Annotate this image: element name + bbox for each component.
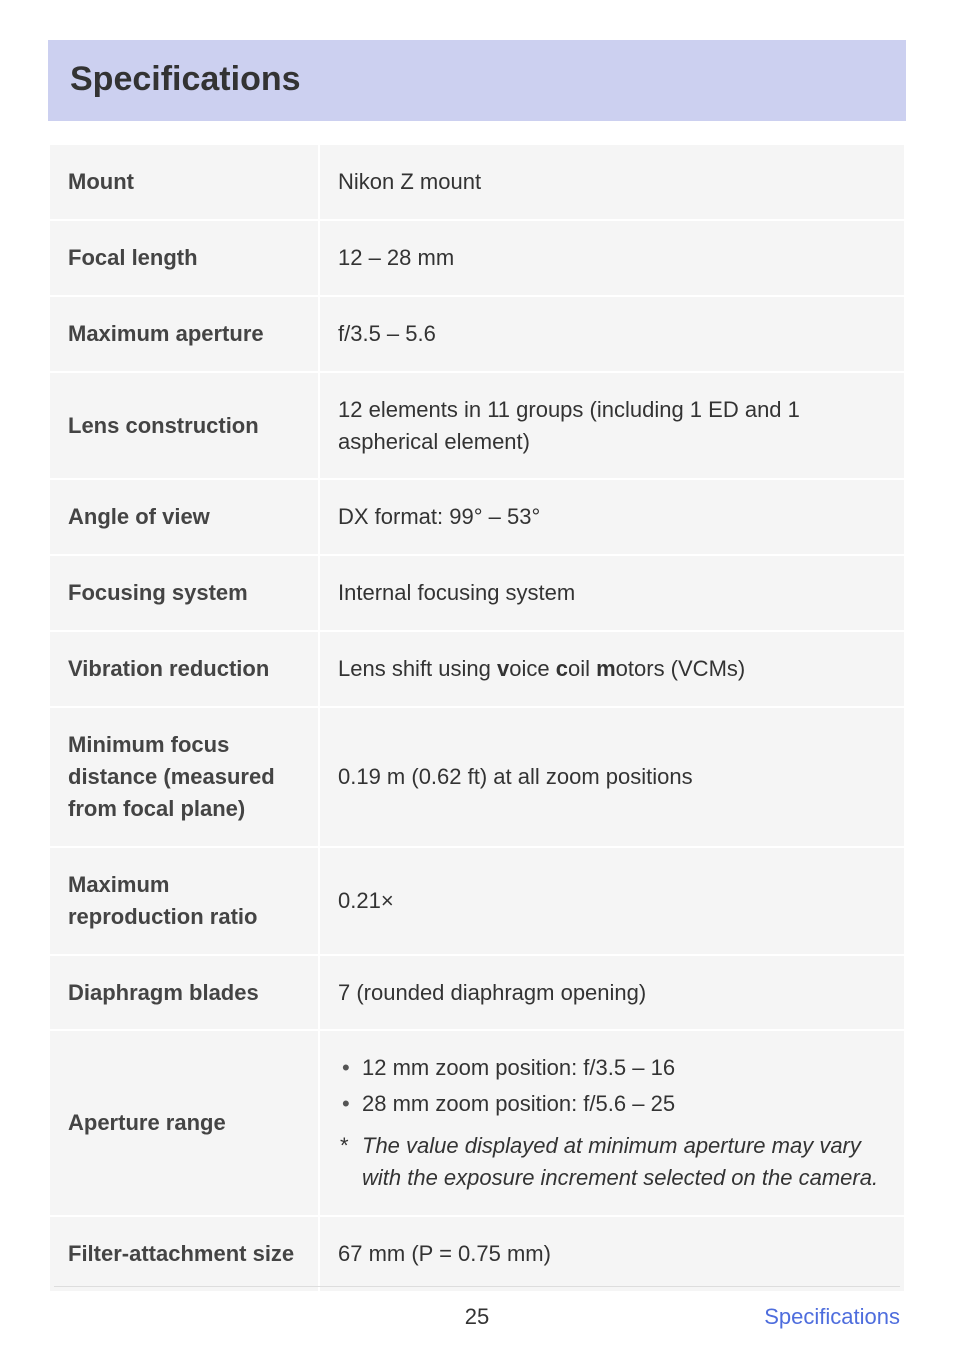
spec-label: Maximum reproduction ratio	[50, 848, 318, 954]
asterisk-icon: *	[340, 1130, 349, 1162]
spec-label: Filter-attachment size	[50, 1217, 318, 1291]
footer-rule	[54, 1286, 900, 1287]
text-run: oil	[568, 656, 596, 681]
spec-value: 0.19 m (0.62 ft) at all zoom positions	[320, 708, 904, 846]
spec-value: 12 elements in 11 groups (including 1 ED…	[320, 373, 904, 479]
table-row: Vibration reduction Lens shift using voi…	[50, 632, 904, 706]
list-item: 28 mm zoom position: f/5.6 – 25	[338, 1088, 886, 1120]
spec-label: Vibration reduction	[50, 632, 318, 706]
text-run: otors (VCMs)	[616, 656, 746, 681]
table-row: Aperture range 12 mm zoom position: f/3.…	[50, 1031, 904, 1215]
spec-label: Lens construction	[50, 373, 318, 479]
spec-value: 7 (rounded diaphragm opening)	[320, 956, 904, 1030]
spec-value: 12 mm zoom position: f/3.5 – 16 28 mm zo…	[320, 1031, 904, 1215]
spec-value: 0.21×	[320, 848, 904, 954]
text-run: Lens shift using	[338, 656, 497, 681]
table-row: Filter-attachment size 67 mm (P = 0.75 m…	[50, 1217, 904, 1291]
spec-label: Focusing system	[50, 556, 318, 630]
table-row: Maximum reproduction ratio 0.21×	[50, 848, 904, 954]
spec-label: Diaphragm blades	[50, 956, 318, 1030]
spec-value: 67 mm (P = 0.75 mm)	[320, 1217, 904, 1291]
page-number: 25	[0, 1304, 954, 1330]
spec-label: Mount	[50, 145, 318, 219]
table-row: Minimum focus distance (measured from fo…	[50, 708, 904, 846]
section-title: Specifications	[70, 60, 884, 99]
spec-label: Aperture range	[50, 1031, 318, 1215]
specifications-table: Mount Nikon Z mount Focal length 12 – 28…	[48, 143, 906, 1293]
spec-value: DX format: 99° – 53°	[320, 480, 904, 554]
spec-value: f/3.5 – 5.6	[320, 297, 904, 371]
table-row: Diaphragm blades 7 (rounded diaphragm op…	[50, 956, 904, 1030]
bold-letter: c	[556, 656, 568, 681]
list-item: 12 mm zoom position: f/3.5 – 16	[338, 1052, 886, 1084]
table-row: Focusing system Internal focusing system	[50, 556, 904, 630]
spec-label: Angle of view	[50, 480, 318, 554]
table-row: Maximum aperture f/3.5 – 5.6	[50, 297, 904, 371]
spec-label: Focal length	[50, 221, 318, 295]
table-row: Focal length 12 – 28 mm	[50, 221, 904, 295]
footnote: * The value displayed at minimum apertur…	[338, 1130, 886, 1194]
text-run: oice	[509, 656, 555, 681]
bullet-list: 12 mm zoom position: f/3.5 – 16 28 mm zo…	[338, 1052, 886, 1120]
table-row: Mount Nikon Z mount	[50, 145, 904, 219]
spec-label: Minimum focus distance (measured from fo…	[50, 708, 318, 846]
table-row: Lens construction 12 elements in 11 grou…	[50, 373, 904, 479]
section-header-band: Specifications	[48, 40, 906, 121]
page-footer: 25 Specifications	[0, 1304, 954, 1330]
bold-letter: m	[596, 656, 616, 681]
spec-value: 12 – 28 mm	[320, 221, 904, 295]
spec-value: Internal focusing system	[320, 556, 904, 630]
spec-value: Nikon Z mount	[320, 145, 904, 219]
table-row: Angle of view DX format: 99° – 53°	[50, 480, 904, 554]
bold-letter: v	[497, 656, 509, 681]
footnote-text: The value displayed at minimum aperture …	[362, 1133, 878, 1190]
spec-value: Lens shift using voice coil motors (VCMs…	[320, 632, 904, 706]
spec-label: Maximum aperture	[50, 297, 318, 371]
